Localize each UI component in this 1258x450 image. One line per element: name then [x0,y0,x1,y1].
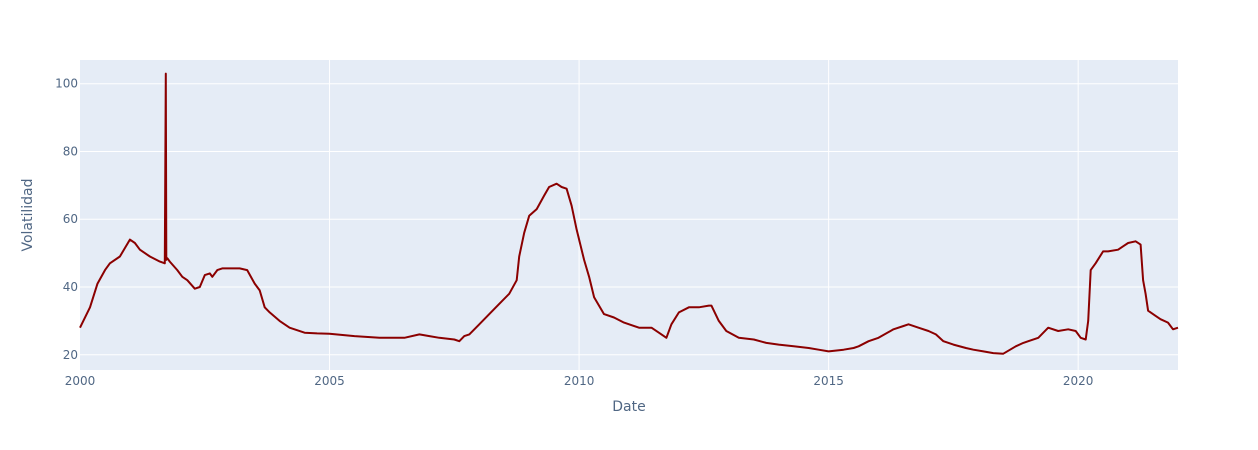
y-tick-label: 60 [63,212,78,226]
y-axis-title: Volatilidad [20,178,36,251]
y-tick-label: 40 [63,280,78,294]
x-tick-label: 2005 [314,374,345,388]
x-axis-ticks: 2000 2005 2010 2015 2020 [65,374,1094,388]
x-tick-label: 2015 [813,374,844,388]
x-tick-label: 2000 [65,374,96,388]
plot-background [80,60,1178,370]
gridlines [80,60,1178,370]
y-axis-ticks: 20 40 60 80 100 [55,77,78,362]
x-tick-label: 2020 [1063,374,1094,388]
x-axis-title: Date [612,399,645,415]
y-tick-label: 80 [63,144,78,158]
x-tick-label: 2010 [564,374,595,388]
series-line [79,72,1179,355]
y-tick-label: 20 [63,348,78,362]
y-tick-label: 100 [55,77,78,91]
